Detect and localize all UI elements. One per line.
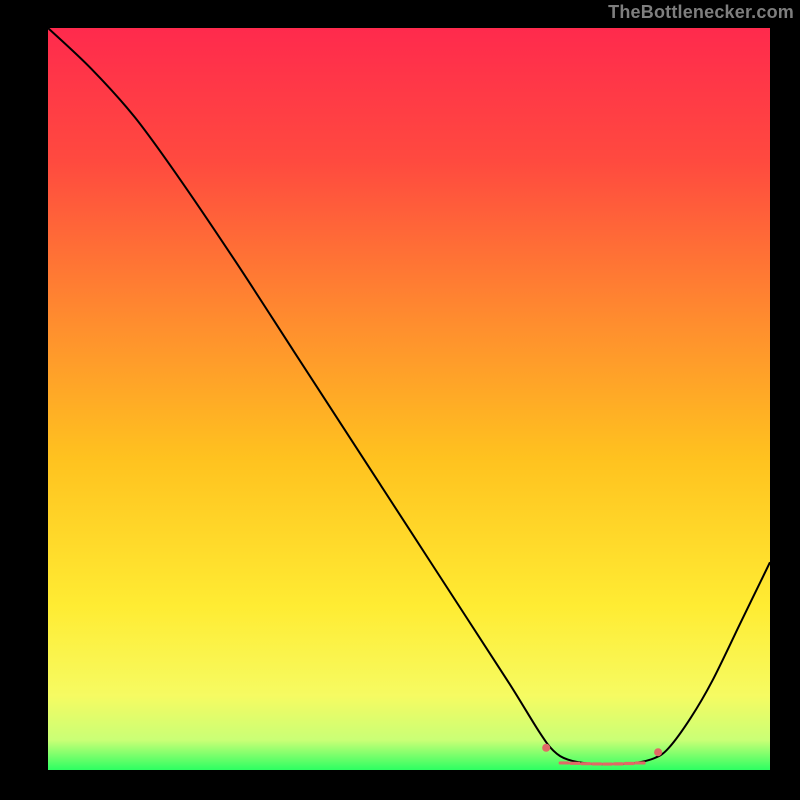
watermark-label: TheBottlenecker.com: [608, 2, 794, 23]
gradient-background: [48, 28, 770, 770]
valley-marker-dot: [542, 744, 550, 752]
chart-stage: { "watermark": { "text": "TheBottlenecke…: [0, 0, 800, 800]
bottleneck-curve-chart: [0, 0, 800, 800]
valley-marker-dot: [654, 748, 662, 756]
